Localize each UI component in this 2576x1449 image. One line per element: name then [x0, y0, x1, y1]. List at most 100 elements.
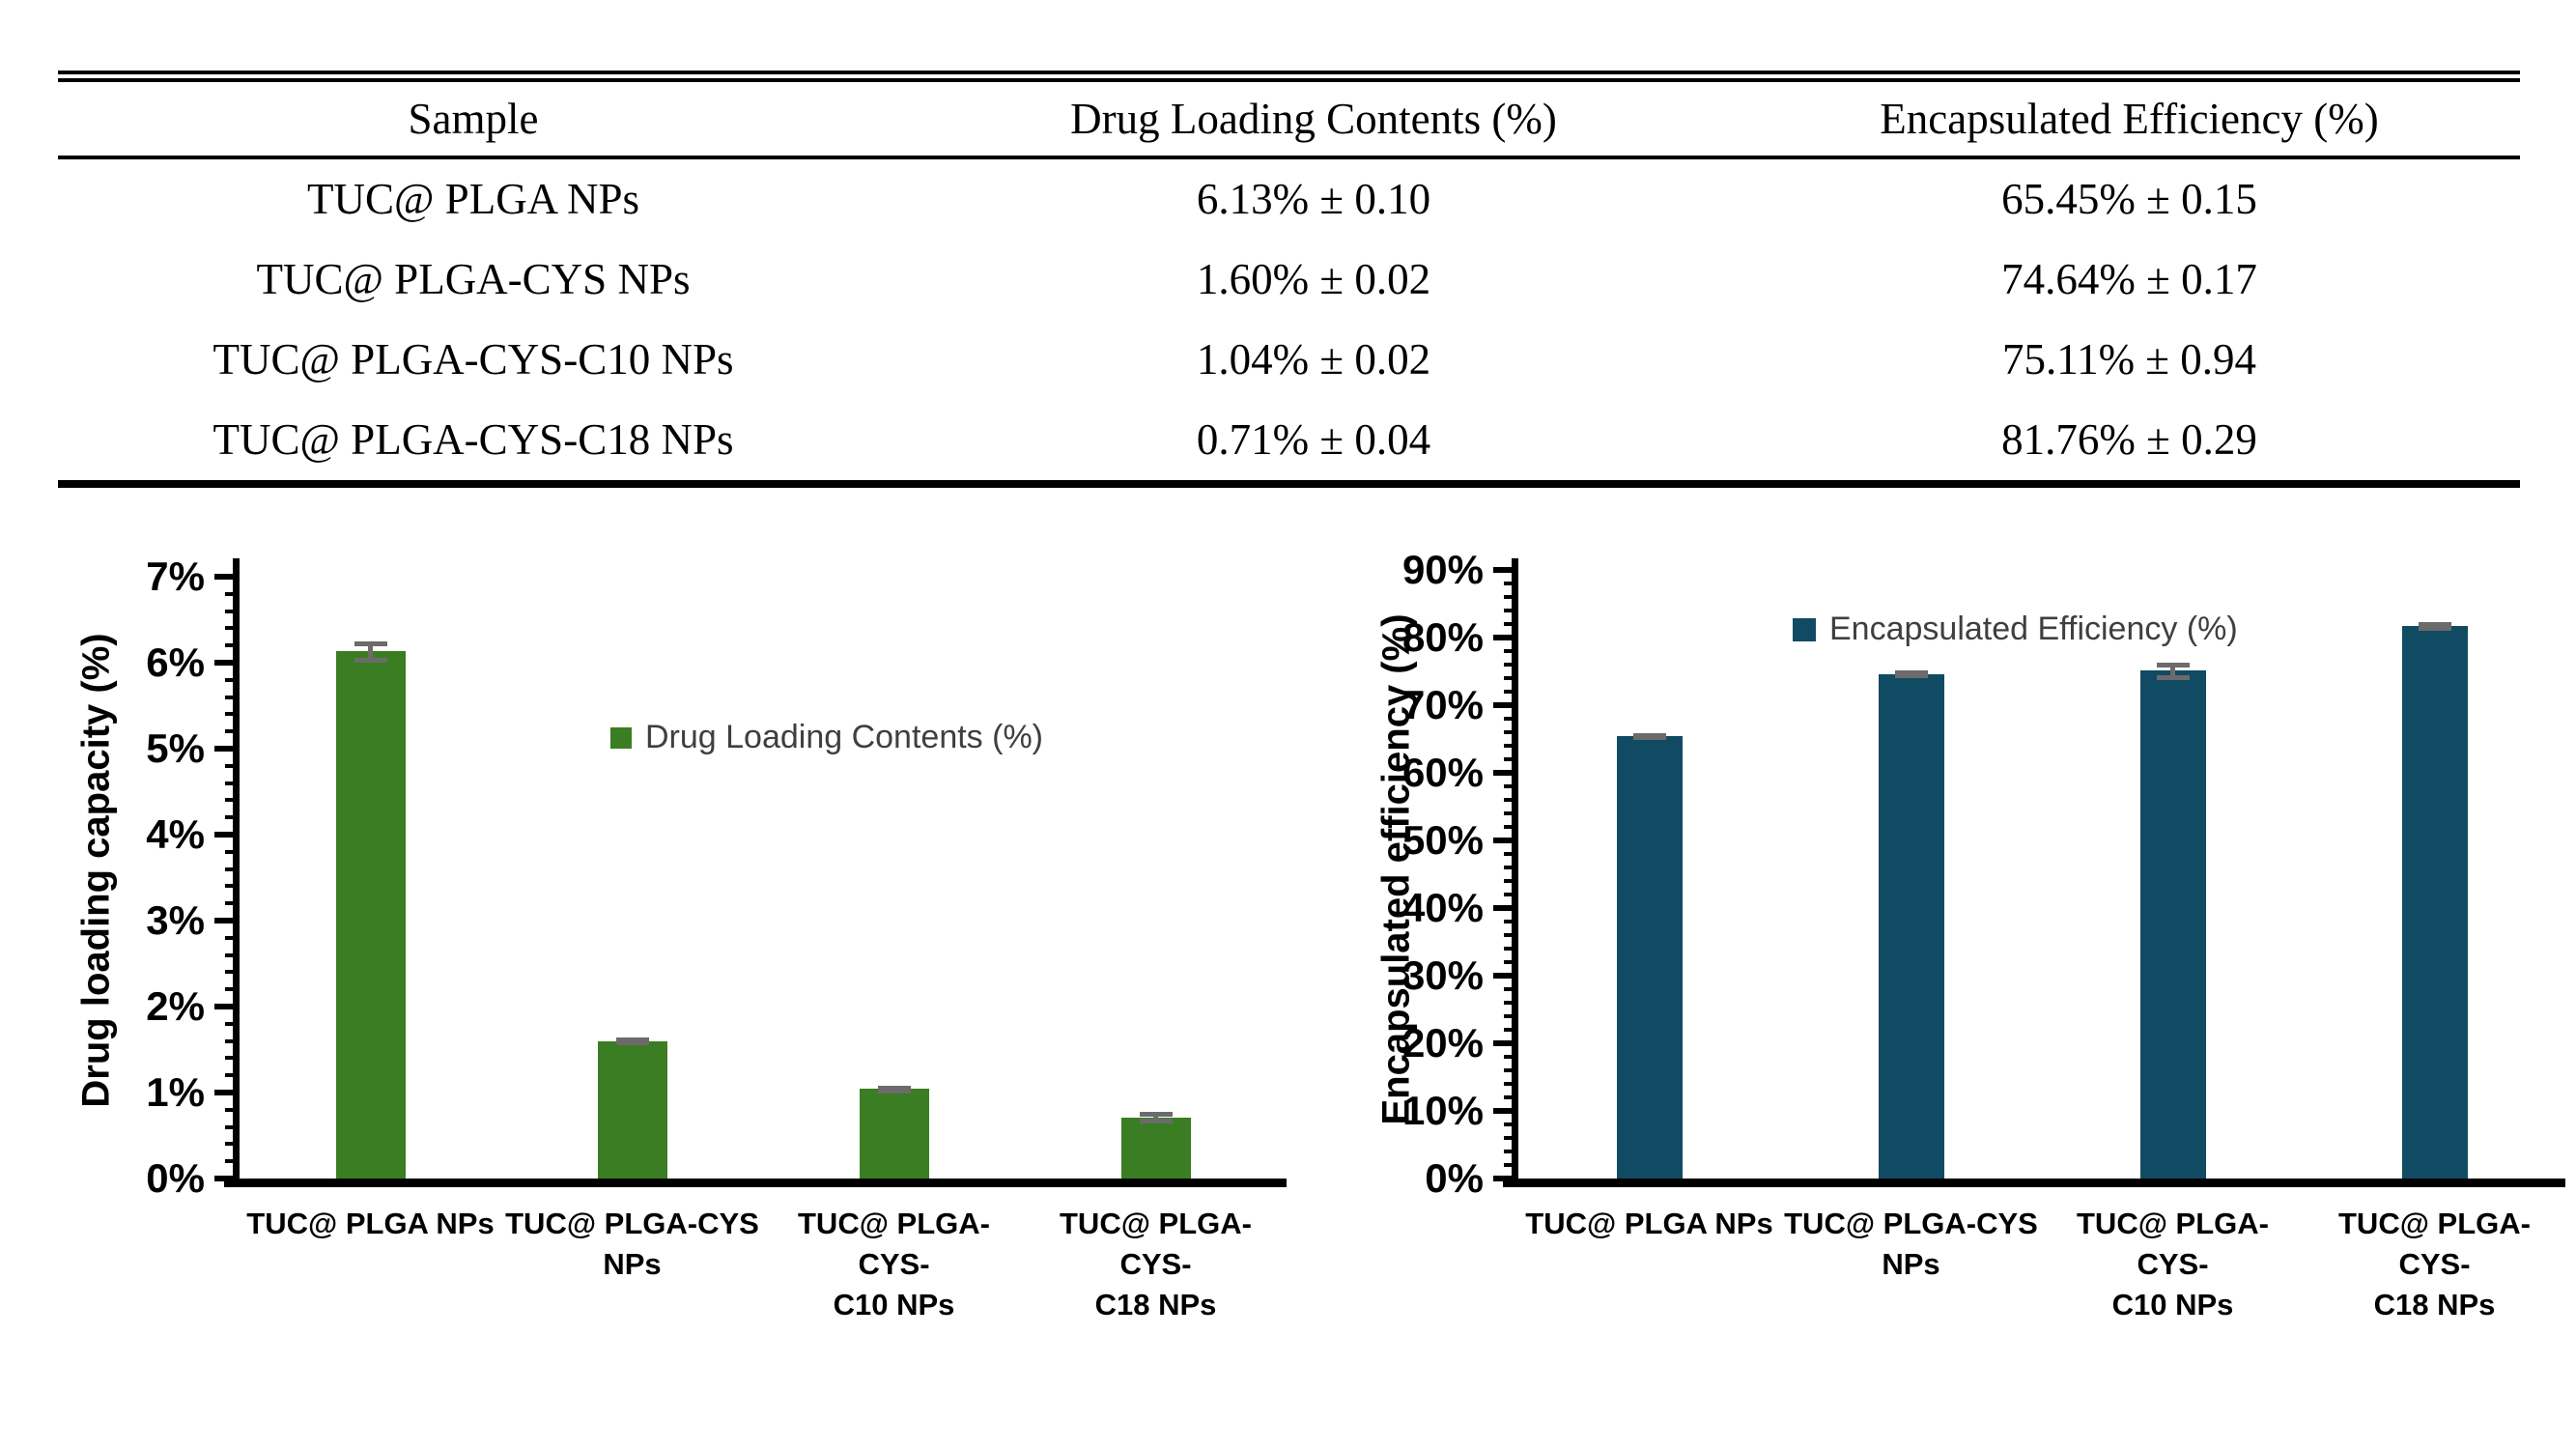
x-tick-label-line: C10 NPs	[2111, 1288, 2234, 1321]
x-tick-label-line: C18 NPs	[2373, 1288, 2496, 1321]
y-major-tick	[214, 660, 233, 666]
x-tick-label: TUC@ PLGA NPs	[240, 1204, 501, 1325]
bar	[1616, 735, 1683, 1179]
y-tick-label: 3%	[146, 897, 205, 943]
y-tick-label: 0%	[146, 1155, 205, 1201]
table-row: TUC@ PLGA NPs 6.13% ± 0.10 65.45% ± 0.15	[58, 159, 2520, 240]
x-tick-label: TUC@ PLGA-CYS- C10 NPs	[763, 1204, 1025, 1325]
error-bar-cap-bottom	[615, 1040, 649, 1046]
y-minor-tick	[225, 1107, 233, 1112]
error-bar-cap-bottom	[1632, 734, 1666, 740]
y-minor-tick	[1504, 1014, 1512, 1018]
y-minor-tick	[225, 1056, 233, 1061]
table-header-encapsulated-efficiency: Encapsulated Efficiency (%)	[1880, 94, 2379, 143]
y-minor-tick	[225, 695, 233, 699]
y-major-tick	[1493, 1108, 1512, 1114]
x-axis-labels: TUC@ PLGA NPs TUC@ PLGA-CYS NPs TUC@ PLGA-C…	[1518, 1204, 2565, 1325]
x-tick-label-line: TUC@ PLGA-CYS	[1784, 1207, 2038, 1240]
y-minor-tick	[225, 1124, 233, 1129]
y-minor-tick	[1504, 622, 1512, 626]
legend: Encapsulated Efficiency (%)	[1793, 611, 2238, 648]
y-tick-label: 60%	[1401, 750, 1484, 795]
x-tick-label-line: TUC@ PLGA-CYS-	[1060, 1207, 1252, 1281]
bar	[597, 1040, 667, 1179]
y-minor-tick	[1504, 1150, 1512, 1153]
y-major-tick	[214, 574, 233, 580]
y-major-tick	[214, 1176, 233, 1181]
table-bottom-rule	[58, 480, 2520, 488]
x-tick-label-line: TUC@ PLGA-CYS-	[2077, 1207, 2269, 1281]
y-minor-tick	[225, 867, 233, 871]
y-minor-tick	[225, 712, 233, 717]
error-bar-cap-bottom	[2418, 625, 2451, 631]
x-tick-label: TUC@ PLGA-CYS- C10 NPs	[2042, 1204, 2304, 1325]
x-tick-label: TUC@ PLGA-CYS- C18 NPs	[2304, 1204, 2565, 1325]
y-tick-label: 30%	[1401, 952, 1484, 998]
encapsulated-efficiency-cell: 75.11% ± 0.94	[2001, 335, 2256, 384]
y-major-tick	[1493, 567, 1512, 573]
y-minor-tick	[225, 626, 233, 631]
table-header-drug-loading: Drug Loading Contents (%)	[1070, 94, 1557, 143]
y-tick-label: 80%	[1401, 614, 1484, 660]
sample-cell: TUC@ PLGA NPs	[306, 175, 639, 223]
y-major-tick	[1493, 770, 1512, 776]
y-minor-tick	[1504, 649, 1512, 653]
x-tick-label: TUC@ PLGA-CYS NPs	[501, 1204, 763, 1325]
y-tick-label: 5%	[146, 725, 205, 771]
sample-cell: TUC@ PLGA-CYS NPs	[256, 255, 691, 303]
drug-loading-cell: 1.60% ± 0.02	[1196, 255, 1431, 303]
y-tick-label: 0%	[1425, 1155, 1484, 1201]
x-tick-label-line: C10 NPs	[833, 1288, 955, 1321]
y-tick-label: 1%	[146, 1069, 205, 1115]
error-bar-line	[368, 642, 373, 661]
y-minor-tick	[1504, 582, 1512, 585]
y-minor-tick	[1504, 933, 1512, 937]
y-minor-tick	[225, 1159, 233, 1164]
y-minor-tick	[1504, 609, 1512, 612]
error-bar-cap-bottom	[1894, 672, 1928, 678]
y-tick-label: 10%	[1401, 1088, 1484, 1133]
x-tick-label-line: TUC@ PLGA-CYS-	[2338, 1207, 2531, 1281]
error-bar-cap-bottom	[877, 1089, 911, 1094]
y-tick-label: 70%	[1401, 682, 1484, 727]
bar	[859, 1089, 929, 1179]
table-top-rule	[58, 71, 2520, 82]
y-minor-tick	[1504, 893, 1512, 896]
y-major-tick	[1493, 838, 1512, 843]
table-row: TUC@ PLGA-CYS NPs 1.60% ± 0.02 74.64% ± …	[58, 240, 2520, 320]
y-minor-tick	[225, 591, 233, 596]
y-axis-line	[233, 558, 240, 1187]
table-header-sample: Sample	[408, 94, 539, 143]
y-minor-tick	[1504, 784, 1512, 788]
y-minor-tick	[1504, 595, 1512, 599]
results-table: Sample Drug Loading Contents (%) Encapsu…	[58, 71, 2520, 488]
y-minor-tick	[1504, 852, 1512, 856]
y-minor-tick	[1504, 947, 1512, 951]
y-tick-label: 20%	[1401, 1020, 1484, 1065]
table-row: TUC@ PLGA-CYS-C18 NPs 0.71% ± 0.04 81.76…	[58, 400, 2520, 480]
y-minor-tick	[225, 1021, 233, 1026]
error-bar-cap-bottom	[1139, 1119, 1173, 1124]
x-axis-line	[224, 1179, 1287, 1187]
y-minor-tick	[225, 901, 233, 906]
y-major-tick	[1493, 905, 1512, 911]
x-tick-label-line: NPs	[1882, 1247, 1940, 1281]
y-major-tick	[214, 1004, 233, 1009]
y-major-tick	[214, 746, 233, 752]
y-minor-tick	[225, 677, 233, 682]
y-tick-label: 2%	[146, 983, 205, 1029]
y-minor-tick	[1504, 1122, 1512, 1126]
y-minor-tick	[1504, 811, 1512, 815]
table-row: TUC@ PLGA-CYS-C10 NPs 1.04% ± 0.02 75.11…	[58, 320, 2520, 400]
y-major-tick	[214, 832, 233, 838]
y-minor-tick	[225, 970, 233, 975]
y-minor-tick	[1504, 690, 1512, 694]
error-bar-cap-bottom	[2156, 674, 2190, 680]
y-minor-tick	[225, 815, 233, 820]
bar	[2139, 670, 2206, 1179]
y-minor-tick	[1504, 717, 1512, 721]
y-tick-label: 7%	[146, 554, 205, 599]
x-axis-labels: TUC@ PLGA NPs TUC@ PLGA-CYS NPs TUC@ PLGA-C…	[240, 1204, 1287, 1325]
